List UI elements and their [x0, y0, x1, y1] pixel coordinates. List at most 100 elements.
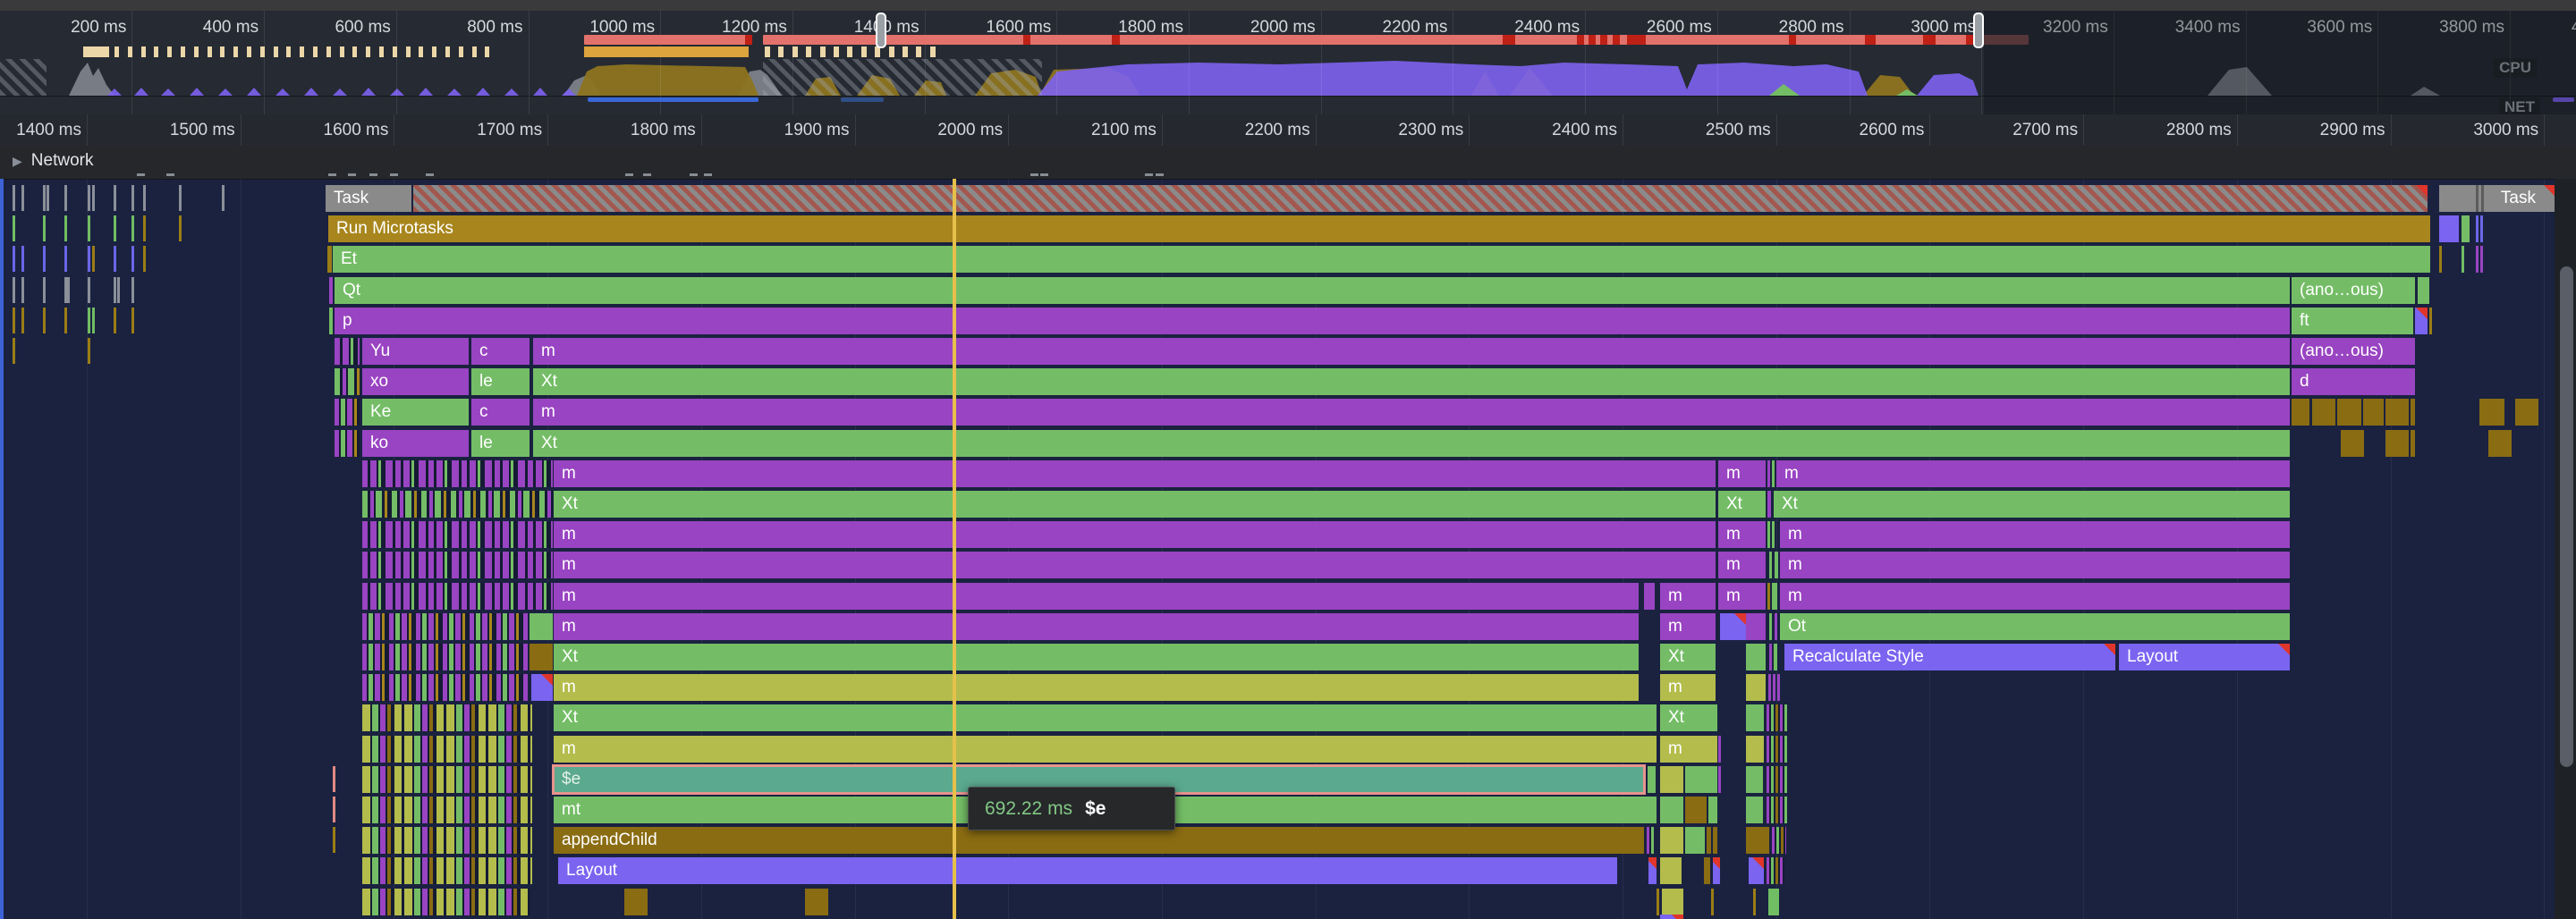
flame-bar-m[interactable]: m	[1718, 460, 1766, 487]
filmstrip-thumbnail[interactable]	[875, 46, 881, 57]
flame-bar-le[interactable]: le	[471, 368, 530, 396]
flame-bar-event-cluster[interactable]	[362, 521, 553, 549]
flame-bar-m[interactable]: m	[554, 460, 1716, 487]
flame-bar-event-cluster[interactable]	[335, 399, 360, 426]
micro-event-mark[interactable]	[143, 185, 146, 211]
micro-event-mark[interactable]	[21, 276, 24, 303]
micro-event-mark[interactable]	[67, 276, 70, 303]
flame-bar-event-cluster[interactable]	[362, 827, 532, 855]
flame-bar-m[interactable]: m	[554, 612, 1639, 640]
filmstrip-thumbnail[interactable]	[167, 46, 173, 57]
micro-event-mark[interactable]	[64, 307, 67, 333]
window-resize-handle[interactable]	[876, 13, 886, 48]
micro-event-mark[interactable]	[333, 765, 335, 792]
flame-bar-appendchild[interactable]: appendChild	[554, 827, 1644, 855]
flame-bar-function-call[interactable]	[1746, 612, 1766, 640]
flame-bar-dom-call[interactable]	[2337, 399, 2361, 426]
flame-bar-micro-event[interactable]	[1768, 674, 1771, 702]
flame-bar-m[interactable]: m	[1718, 582, 1766, 610]
micro-event-mark[interactable]	[131, 276, 134, 303]
filmstrip-thumbnail[interactable]	[366, 46, 371, 57]
flame-bar-micro-event[interactable]	[1644, 582, 1655, 610]
micro-event-mark[interactable]	[333, 827, 335, 854]
micro-event-mark[interactable]	[13, 276, 15, 303]
flame-bar-dom-call[interactable]	[1685, 797, 1707, 823]
flame-bar-micro-event[interactable]	[2439, 246, 2442, 274]
flame-bar-d[interactable]: d	[2292, 368, 2415, 396]
flame-bar-dom-call[interactable]	[2292, 399, 2309, 426]
filmstrip-thumbnail[interactable]	[220, 46, 225, 57]
flame-bar-dom-call[interactable]	[1746, 827, 1769, 855]
flame-bar-m[interactable]: m	[1780, 552, 2290, 579]
flame-bar-function-call[interactable]	[1746, 704, 1764, 732]
micro-event-mark[interactable]	[64, 185, 67, 211]
flame-bar-micro-event[interactable]	[1711, 888, 1714, 915]
micro-event-mark[interactable]	[131, 215, 134, 242]
micro-event-mark[interactable]	[43, 246, 46, 273]
micro-event-mark[interactable]	[333, 797, 335, 822]
flame-bar-function-call[interactable]	[1660, 827, 1683, 855]
flame-bar-function-call[interactable]	[1746, 674, 1766, 702]
network-request-dot[interactable]	[166, 173, 174, 176]
flame-bar-dom-call[interactable]	[2488, 429, 2512, 457]
network-request-dot[interactable]	[1156, 173, 1164, 176]
flame-bar-xt[interactable]: Xt	[533, 429, 2290, 457]
flame-bar-dom-call[interactable]	[1713, 827, 1717, 855]
flame-bar-m[interactable]: m	[1780, 521, 2290, 549]
filmstrip-thumbnail[interactable]	[834, 46, 839, 57]
flame-bar-dom-call[interactable]	[2411, 429, 2415, 457]
flame-bar-micro-event[interactable]	[1772, 521, 1775, 549]
flame-bar-event-cluster[interactable]	[362, 797, 532, 823]
flame-bar-micro-event[interactable]	[2480, 246, 2483, 274]
network-request-dot[interactable]	[1040, 173, 1048, 176]
flame-bar-micro-event[interactable]	[1753, 888, 1756, 915]
flame-bar-m[interactable]: m	[554, 552, 1716, 579]
flame-bar-dom-call[interactable]	[805, 888, 828, 915]
flame-bar-function-call[interactable]	[2418, 276, 2429, 304]
filmstrip-thumbnail[interactable]	[419, 46, 424, 57]
flame-bar-event-cluster[interactable]	[362, 765, 532, 793]
micro-event-mark[interactable]	[143, 215, 146, 242]
flame-bar-event-cluster[interactable]	[362, 644, 528, 670]
micro-event-mark[interactable]	[88, 215, 90, 242]
flame-bar-anoous[interactable]: (ano…ous)	[2292, 338, 2415, 365]
flame-bar-micro-event[interactable]	[329, 307, 333, 334]
flame-bar-function-call[interactable]	[1685, 765, 1717, 793]
flame-bar-function-call[interactable]	[1708, 797, 1717, 823]
flame-bar-micro-event[interactable]	[2476, 185, 2479, 212]
micro-event-mark[interactable]	[114, 185, 116, 211]
flame-bar-xt[interactable]: Xt	[554, 491, 1716, 518]
flame-bar-layout-style[interactable]	[1648, 857, 1657, 885]
filmstrip-thumbnail[interactable]	[847, 46, 853, 57]
flame-bar-micro-event[interactable]	[1769, 612, 1772, 640]
micro-event-mark[interactable]	[13, 246, 15, 273]
flame-bar-micro-event[interactable]	[1767, 582, 1770, 610]
flame-bar-dom-call[interactable]	[2312, 399, 2335, 426]
flame-bar-event-cluster[interactable]	[362, 612, 528, 640]
flame-bar-event-cluster[interactable]	[1647, 827, 1654, 855]
flame-bar-function-call[interactable]	[1746, 797, 1763, 823]
micro-event-mark[interactable]	[13, 185, 15, 211]
flame-bar-micro-event[interactable]	[1774, 644, 1777, 670]
micro-event-mark[interactable]	[88, 246, 90, 273]
micro-event-mark[interactable]	[92, 185, 95, 211]
filmstrip-thumbnail[interactable]	[233, 46, 239, 57]
network-request-dot[interactable]	[625, 173, 633, 176]
flame-bar-function-call[interactable]	[530, 612, 553, 640]
filmstrip-thumbnail[interactable]	[392, 46, 397, 57]
flame-bar-micro-event[interactable]	[1657, 888, 1659, 915]
flame-bar-xt[interactable]: Xt	[1718, 491, 1766, 518]
micro-event-mark[interactable]	[21, 185, 24, 211]
disclosure-triangle-icon[interactable]: ▶	[13, 154, 22, 168]
flame-bar-layout-style[interactable]	[1749, 857, 1764, 885]
window-resize-handle[interactable]	[1973, 13, 1984, 48]
flame-bar-xt[interactable]: Xt	[1660, 704, 1717, 732]
flame-bar-micro-event[interactable]	[1773, 674, 1775, 702]
network-request-dot[interactable]	[643, 173, 651, 176]
flame-bar-event-cluster[interactable]	[362, 888, 530, 915]
flame-bar-ko[interactable]: ko	[362, 429, 469, 457]
flame-bar-qt[interactable]: Qt	[335, 276, 2290, 304]
flame-bar-m[interactable]: m	[1660, 582, 1716, 610]
filmstrip-thumbnail[interactable]	[792, 46, 798, 57]
filmstrip-thumbnail[interactable]	[405, 46, 411, 57]
